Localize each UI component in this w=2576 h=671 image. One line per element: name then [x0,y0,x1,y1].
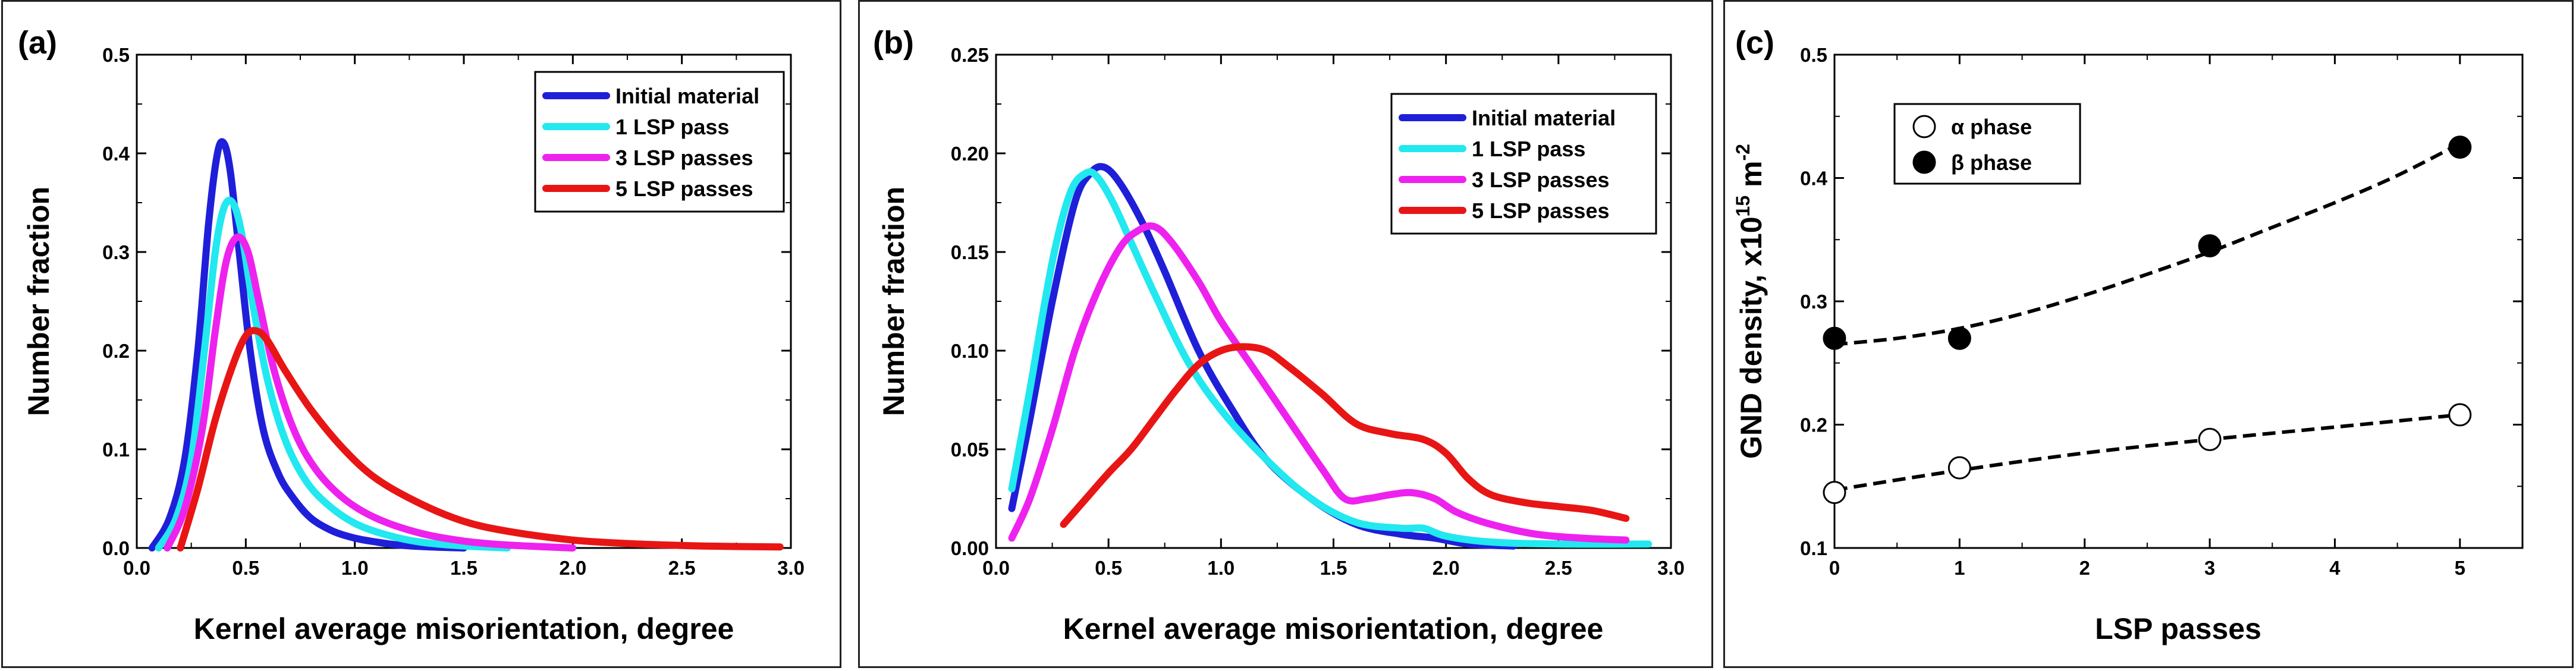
x-tick-label: 1.5 [450,557,477,579]
x-tick-label: 3.0 [1657,557,1685,579]
y-tick-label: 0.4 [102,143,130,165]
x-tick-label: 1.0 [341,557,369,579]
alpha-data-point [1823,481,1846,505]
x-tick-label: 0.5 [232,557,259,579]
y-tick-label: 0.00 [951,537,989,559]
x-tick-label: 2.0 [1432,557,1460,579]
y-tick-label: 0.1 [1800,537,1827,559]
x-tick-label: 2.5 [668,557,696,579]
y-axis-title: Number fraction [22,187,55,416]
legend-label: 3 LSP passes [615,146,753,170]
y-tick-label: 0.2 [102,340,130,362]
x-tick-label: 1 [1954,557,1965,579]
y-tick-label: 0.05 [951,439,989,461]
chart-panel-c: 0 1 2 3 4 5 0.1 0.2 0.3 0.4 0.5 (c) LSP passes GND de… [1732,25,2524,645]
alpha-data-point [2448,403,2472,427]
y-axis-title-part: GND density, x10 [1735,216,1768,459]
x-tick-label: 4 [2329,557,2341,579]
series-line-3-lsp-passes [1008,222,1630,544]
series-line-1-lsp-pass [155,197,511,552]
beta-data-point [2448,136,2472,159]
legend-marker [1912,150,1936,174]
x-tick-label: 0.0 [982,557,1010,579]
legend-label: 5 LSP passes [1472,199,1610,223]
y-axis-title-part: 15 [1732,196,1754,217]
chart-panel-a: 0.0 0.5 1.0 1.5 2.0 2.5 3.0 0.0 0.1 0.2 0.3 0.4 0.5 (… [18,25,805,645]
y-tick-label: 0.3 [102,241,130,263]
series-line-1-lsp-pass [1008,168,1653,548]
x-tick-label: 3 [2204,557,2215,579]
x-tick-label: 5 [2455,557,2465,579]
y-tick-label: 0.4 [1800,168,1828,190]
y-axis-title-part: -2 [1732,144,1754,160]
y-axis-title: GND density, x1015 m-2 [1732,144,1768,459]
legend-label: 1 LSP pass [615,115,729,139]
y-tick-label: 0.3 [1800,291,1827,313]
series-line-3-lsp-passes [164,233,577,552]
y-axis-title: Number fraction [877,187,910,416]
legend: Initial material 1 LSP pass 3 LSP passes 5 … [534,71,785,213]
series-line-initial-material [148,138,467,552]
panel-label: (c) [1735,25,1774,61]
series-line-5-lsp-passes [177,327,784,552]
x-axis-title: Kernel average misorientation, degree [194,612,734,645]
legend-marker [1912,115,1936,138]
x-tick-label: 3.0 [777,557,805,579]
legend-label: Initial material [615,84,759,108]
panel-c-frame [1723,0,2574,668]
x-axis-title: Kernel average misorientation, degree [1063,612,1604,645]
x-tick-label: 0 [1829,557,1840,579]
y-tick-label: 0.2 [1800,414,1827,436]
alpha-data-point [1947,456,1971,480]
trend-line [1834,141,2461,346]
y-tick-label: 0.10 [951,340,989,362]
y-tick-label: 0.1 [102,439,130,461]
legend-label: 1 LSP pass [1472,137,1585,161]
beta-data-point [1947,326,1971,350]
series-line-initial-material [1008,163,1518,550]
panel-label: (b) [873,25,914,61]
beta-data-point [1823,326,1846,350]
trend-line [1834,412,2461,492]
legend-label: Initial material [1472,106,1616,130]
x-tick-label: 0.5 [1095,557,1122,579]
x-tick-label: 0.0 [123,557,150,579]
y-tick-label: 0.15 [951,241,989,263]
x-tick-label: 1.5 [1320,557,1347,579]
legend: Initial material 1 LSP pass 3 LSP passes 5 … [1390,93,1657,235]
legend-label: α phase [1951,115,2032,139]
legend-label: β phase [1951,150,2032,175]
legend-label: 5 LSP passes [615,177,753,201]
series-line-5-lsp-passes [1060,343,1630,528]
panel-label: (a) [18,25,57,61]
y-tick-label: 0.5 [1800,44,1827,66]
beta-data-point [2198,234,2222,258]
y-tick-label: 0.20 [951,143,989,165]
x-tick-label: 2.0 [559,557,586,579]
y-axis-title-part: m [1735,160,1768,195]
x-tick-label: 1.0 [1207,557,1234,579]
alpha-data-point [2198,427,2222,451]
x-tick-label: 2 [2079,557,2090,579]
x-axis-title: LSP passes [2095,612,2261,645]
x-tick-label: 2.5 [1545,557,1572,579]
y-tick-label: 0.5 [102,44,130,66]
y-tick-label: 0.25 [951,44,989,66]
y-tick-label: 0.0 [102,537,130,559]
chart-panel-b: 0.0 0.5 1.0 1.5 2.0 2.5 3.0 0.00 0.05 0.10 0.15 0.2… [873,25,1685,645]
legend-label: 3 LSP passes [1472,168,1610,192]
legend: α phase β phase [1893,103,2081,185]
